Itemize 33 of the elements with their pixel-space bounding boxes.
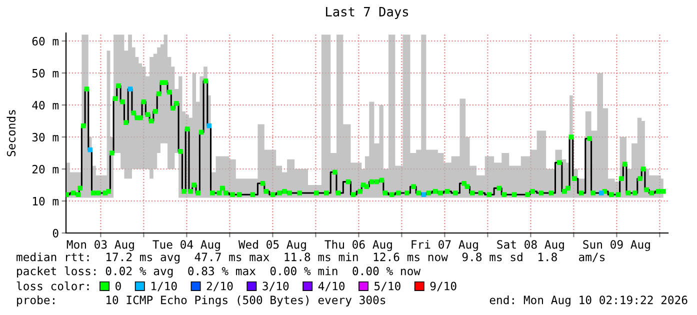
x-tick-label: Thu 06 Aug (324, 240, 392, 252)
text: probe: 10 ICMP Echo Pings (500 Bytes) every 300s (17, 295, 386, 307)
x-tick-label: Sat 08 Aug (497, 240, 564, 252)
text: end: Mon Aug 10 02:19:22 2026 (490, 295, 688, 307)
legend-label: 4/10 (318, 282, 345, 292)
y-tick-label: 60 m (32, 36, 59, 46)
chart-title: Last 7 Days (326, 7, 408, 19)
y-axis-title: Seconds (6, 110, 16, 156)
point (88, 147, 92, 152)
legend-label: 5/10 (374, 282, 400, 292)
text: median rtt: 17.2 ms avg 47.7 ms max 11.8 ms min 12.6 ms now 9.8 ms sd 1.8 am/s (16, 252, 605, 264)
point (206, 123, 212, 128)
x-tick-label: Mon 03 Aug (66, 240, 134, 252)
legend-label: 1/10 (152, 282, 177, 292)
point (128, 86, 133, 92)
legend-title: loss color: (16, 281, 89, 290)
x-tick-label: Tue 04 Aug (152, 240, 220, 252)
x-tick-label: Sun 09 Aug (583, 240, 650, 252)
y-tick-label: 50 m (32, 68, 59, 78)
legend-label: 3/10 (262, 282, 289, 292)
legend-label: 9/10 (430, 282, 456, 292)
x-tick-label: Wed 05 Aug (238, 240, 306, 252)
text: packet loss: 0.02 % avg 0.83 % max 0.00 % min 0.00 % now (17, 266, 421, 278)
y-tick-label: 20 m (32, 164, 59, 174)
y-tick-label: 40 m (32, 100, 59, 110)
point (421, 192, 426, 198)
legend-label: 2/10 (206, 282, 233, 292)
x-tick-label: Fri 07 Aug (412, 240, 478, 252)
y-tick-label: 10 m (33, 196, 59, 206)
legend-label: 0 (116, 282, 121, 290)
y-tick-label: 30 m (32, 132, 59, 142)
y-tick-label: 0 (52, 228, 58, 238)
point (598, 190, 604, 196)
